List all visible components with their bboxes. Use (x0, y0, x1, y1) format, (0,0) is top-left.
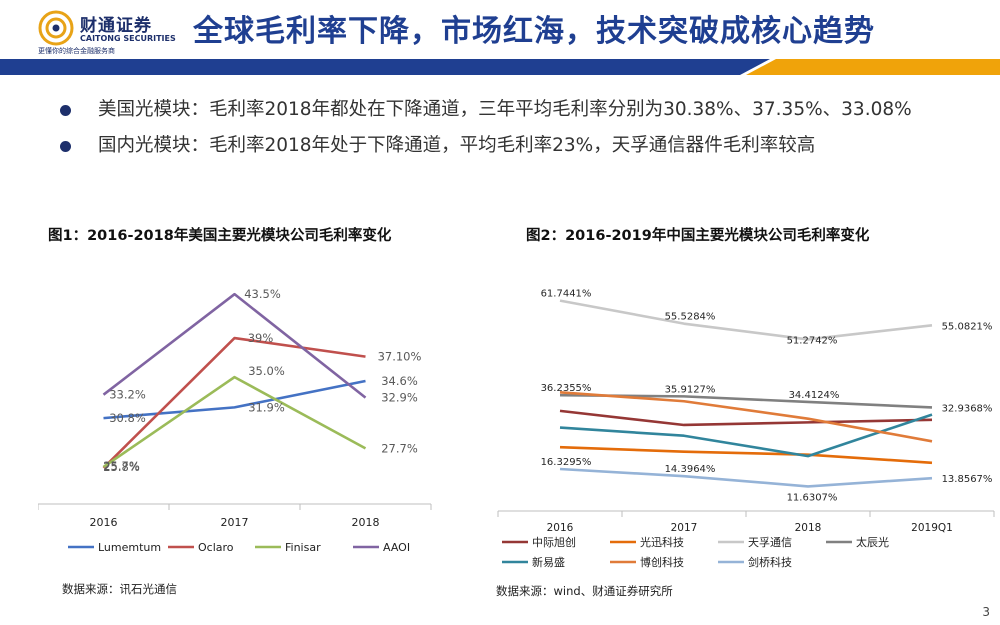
bullet-dot-icon (60, 105, 71, 116)
chart1-container: 2016 2017 2018 30.8% 31.9% 34.6% 25.7% 39% 37.10… (37, 252, 438, 572)
chart1-data-label: 30.8% (109, 411, 146, 425)
chart2-data-label: 55.0821% (942, 321, 993, 332)
chart1-legend-label: Oclaro (198, 541, 234, 554)
chart1-series-line-oclaro (102, 336, 366, 469)
bullet-text: 美国光模块：毛利率2018年都处在下降通道，三年平均毛利率分别为30.38%、3… (98, 99, 912, 120)
chart2-series-line (559, 467, 933, 488)
chart2-data-label: 55.5284% (665, 312, 716, 323)
chart2-data-label: 14.3964% (665, 464, 716, 475)
chart1-source: 数据来源：讯石光通信 (62, 582, 177, 596)
chart2-legend-label: 天孚通信 (748, 536, 792, 549)
chart1-x-tick-label: 2018 (352, 516, 380, 529)
header: 财通证券 CAITONG SECURITIES 更懂你的综合金融服务商 全球毛利… (0, 0, 1000, 75)
chart2-source: 数据来源：wind、财通证券研究所 (496, 584, 673, 598)
chart2-x-tick-label: 2016 (547, 522, 574, 534)
chart2-legend-label: 剑桥科技 (748, 555, 792, 569)
chart1-data-label: 33.2% (109, 388, 146, 402)
chart1-title: 图1：2016-2018年美国主要光模块公司毛利率变化 (48, 228, 392, 244)
bullet-text: 国内光模块：毛利率2018年处于下降通道，平均毛利率23%，天孚通信器件毛利率较… (98, 135, 816, 156)
chart2-x-tick-label: 2017 (671, 522, 698, 534)
caitong-logo-icon (38, 10, 74, 46)
chart2-data-label: 32.9368% (942, 403, 993, 414)
header-accent-bar (0, 59, 1000, 75)
chart2-legend-label: 太辰光 (856, 535, 889, 549)
chart2-legend-label: 光迅科技 (640, 535, 684, 549)
logo-english-name: CAITONG SECURITIES (80, 34, 176, 43)
chart2-legend-label: 中际旭创 (532, 535, 576, 549)
chart1-data-label: 25.8% (103, 460, 140, 474)
chart1-x-tick-label: 2016 (90, 516, 118, 529)
chart1-background (38, 252, 438, 572)
chart2-series-line (559, 391, 933, 443)
chart1-data-label: 34.6% (381, 374, 418, 388)
chart1-data-label: 31.9% (248, 400, 285, 414)
chart2-data-label: 35.9127% (665, 384, 716, 395)
chart1-data-label: 39% (248, 331, 274, 345)
chart1-data-label: 35.0% (248, 364, 285, 378)
bullet-list: 美国光模块：毛利率2018年都处在下降通道，三年平均毛利率分别为30.38%、3… (60, 98, 980, 170)
logo-chinese-name: 财通证券 (80, 16, 152, 36)
chart2-data-label: 16.3295% (541, 457, 592, 468)
company-logo[interactable]: 财通证券 CAITONG SECURITIES 更懂你的综合金融服务商 (38, 8, 188, 55)
chart1-svg: 2016 2017 2018 30.8% 31.9% 34.6% 25.7% 39% 37.10… (37, 252, 438, 572)
chart2-data-label: 61.7441% (541, 289, 592, 300)
bullet-dot-icon (60, 141, 71, 152)
slide-title: 全球毛利率下降，市场红海，技术突破成核心趋势 (193, 14, 875, 49)
chart2-svg: 2016 2017 2018 2019Q1 61.7441% 55.5284% 51.274… (494, 252, 1000, 572)
chart2-legend-label: 新易盛 (532, 555, 565, 569)
bullet-item-us: 美国光模块：毛利率2018年都处在下降通道，三年平均毛利率分别为30.38%、3… (60, 98, 980, 122)
chart1-data-label: 43.5% (244, 287, 281, 301)
chart2-series-line (559, 445, 933, 465)
chart2-legend-label: 博创科技 (640, 555, 684, 569)
chart1-data-label: 37.10% (378, 350, 422, 364)
chart2-data-label: 13.8567% (942, 474, 993, 485)
chart1-legend-label: Lumemtum (98, 541, 161, 554)
chart2-series-line (559, 413, 933, 458)
chart2-data-label: 11.6307% (787, 492, 838, 503)
logo-slogan: 更懂你的综合金融服务商 (38, 47, 115, 55)
chart1-series-line-lumemtum (103, 379, 366, 420)
page-number: 3 (982, 605, 990, 619)
chart1-data-label: 27.7% (381, 441, 418, 455)
chart2-data-label: 34.4124% (789, 390, 840, 401)
bullet-item-cn: 国内光模块：毛利率2018年处于下降通道，平均毛利率23%，天孚通信器件毛利率较… (60, 134, 980, 158)
chart1-legend-label: Finisar (285, 541, 321, 554)
chart2-data-label: 36.2355% (541, 383, 592, 394)
chart1-data-label: 25.7% (103, 459, 140, 473)
chart1-series-line-finisar (102, 375, 367, 468)
chart1-series-line-aaoi (102, 292, 367, 399)
chart2-data-label: 51.2742% (787, 335, 838, 346)
chart2-x-tick-label: 2018 (795, 522, 822, 534)
chart2-x-tick-label: 2019Q1 (911, 522, 953, 534)
chart2-series-line (559, 409, 933, 427)
chart1-x-tick-label: 2017 (221, 516, 249, 529)
chart2-title: 图2：2016-2019年中国主要光模块公司毛利率变化 (526, 228, 870, 244)
chart2-series-line (559, 299, 933, 341)
chart1-data-label: 32.9% (381, 391, 418, 405)
chart1-legend-label: AAOI (383, 541, 410, 554)
chart2-container: 2016 2017 2018 2019Q1 61.7441% 55.5284% 51.274… (494, 252, 1000, 572)
